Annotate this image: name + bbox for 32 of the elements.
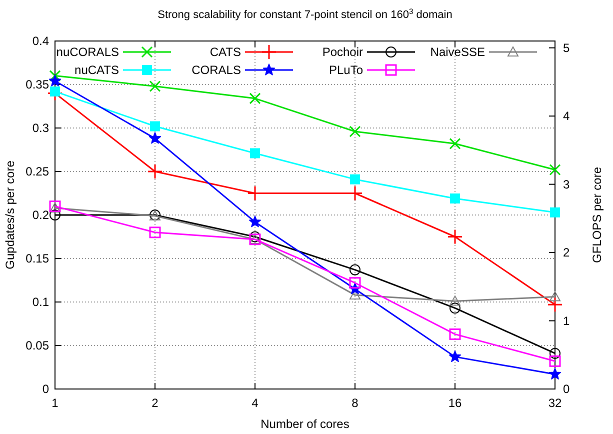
- chart-title: Strong scalability for constant 7-point stencil on 160$^{3}$ domain: [158, 6, 452, 21]
- legend-label: NaiveSSE: [430, 45, 485, 59]
- y-tick-label: 0: [42, 382, 50, 396]
- legend-label: PLuTo: [328, 63, 364, 77]
- legend-label: nuCORALS: [56, 45, 119, 59]
- x-tick-label: 16: [448, 396, 462, 410]
- legend-label: CATS: [210, 45, 241, 59]
- legend-label: nuCATS: [74, 63, 119, 77]
- y2-tick-label: 2: [563, 246, 570, 260]
- x-tick-label: 2: [152, 396, 159, 410]
- y2-tick-label: 0: [563, 382, 570, 396]
- y-axis-title: Gupdates/s per core: [3, 160, 17, 270]
- legend-label: CORALS: [192, 63, 241, 77]
- y2-tick-label: 1: [563, 314, 570, 328]
- y-tick-label: 0.1: [32, 295, 50, 309]
- x-tick-label: 8: [352, 396, 359, 410]
- y-tick-label: 0.05: [26, 338, 50, 352]
- legend-label: Pochoir: [322, 45, 364, 59]
- y-tick-label: 0.15: [26, 252, 50, 266]
- y2-axis-title: GFLOPS per core: [590, 166, 604, 264]
- y-tick-label: 0.2: [32, 208, 50, 222]
- x-tick-label: 1: [52, 396, 59, 410]
- y-tick-label: 0.4: [32, 34, 50, 48]
- x-tick-label: 32: [548, 396, 562, 410]
- y-tick-label: 0.3: [32, 121, 50, 135]
- y-tick-label: 0.25: [26, 164, 50, 178]
- x-axis-title: Number of cores: [260, 417, 350, 431]
- y2-tick-label: 4: [563, 109, 570, 124]
- y-tick-label: 0.35: [26, 78, 50, 92]
- y2-tick-label: 5: [563, 40, 570, 55]
- y2-tick-label: 3: [563, 177, 570, 192]
- x-tick-label: 4: [252, 396, 259, 410]
